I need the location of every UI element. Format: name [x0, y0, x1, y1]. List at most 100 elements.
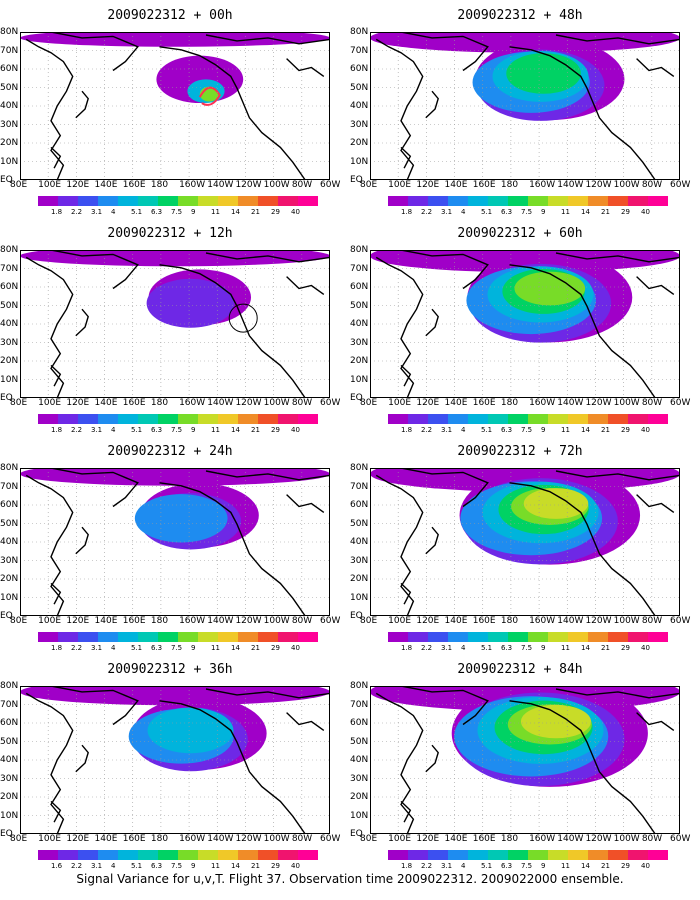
colorbar-swatch: [238, 632, 258, 642]
colorbar-swatch: [58, 850, 78, 860]
longitude-label: 80E: [360, 398, 378, 408]
longitude-label: 100E: [38, 616, 62, 626]
colorbar-label: 1.8: [51, 426, 63, 434]
variance-map: [370, 468, 680, 616]
colorbar-swatch: [588, 414, 608, 424]
latitude-label: 30N: [0, 555, 19, 566]
longitude-label: 140E: [444, 834, 468, 844]
latitude-label: EQ: [350, 611, 363, 621]
colorbar-label: 4: [111, 644, 116, 652]
latitude-label: 40N: [350, 101, 369, 111]
latitude-label: 50N: [350, 736, 369, 747]
longitude-label: 80W: [291, 398, 313, 408]
colorbar-swatch: [428, 414, 448, 424]
longitude-label: 140W: [207, 834, 234, 844]
latitude-label: 20N: [0, 138, 19, 148]
longitude-label: 80W: [291, 834, 313, 844]
colorbar-label: 21: [601, 644, 610, 652]
latitude-label: 20N: [0, 792, 19, 802]
longitude-label: 140E: [94, 398, 118, 408]
latitude-label: 30N: [350, 337, 369, 348]
colorbar-swatch: [568, 414, 588, 424]
colorbar-label: 9: [191, 862, 196, 870]
panel-title: 2009022312 + 00h: [107, 8, 233, 23]
longitude-label: 80W: [641, 180, 663, 190]
longitude-label: 80W: [641, 834, 663, 844]
colorbar-swatch: [58, 196, 78, 206]
colorbar-swatch: [528, 196, 548, 206]
colorbar-label: 1.8: [51, 644, 63, 652]
colorbar-swatch: [38, 632, 58, 642]
colorbar-swatch: [218, 850, 238, 860]
colorbar-swatch: [178, 850, 198, 860]
longitude-label: 160W: [529, 616, 556, 626]
latitude-label: 50N: [0, 518, 19, 529]
longitude-label: 120E: [66, 616, 90, 626]
colorbar-label: 6.3: [151, 208, 163, 216]
colorbar-swatch: [448, 850, 468, 860]
colorbar-swatch: [488, 850, 508, 860]
latitude-label: 70N: [350, 45, 369, 56]
colorbar-swatch: [118, 850, 138, 860]
colorbar-label: 3.1: [91, 426, 103, 434]
panel-title: 2009022312 + 48h: [457, 8, 583, 23]
longitude-label: 100W: [263, 834, 290, 844]
colorbar-swatch: [588, 196, 608, 206]
colorbar-label: 7.5: [171, 862, 183, 870]
colorbar-swatch: [78, 632, 98, 642]
colorbar-swatch: [448, 414, 468, 424]
colorbar: [388, 850, 668, 860]
longitude-label: 60W: [670, 616, 691, 626]
longitude-label: 160W: [179, 834, 206, 844]
colorbar-label: 14: [231, 862, 240, 870]
longitude-label: 120W: [585, 398, 612, 408]
latitude-label: 30N: [0, 119, 19, 130]
colorbar-swatch: [258, 196, 278, 206]
longitude-label: 180: [150, 616, 169, 626]
longitude-label: 140E: [94, 180, 118, 190]
longitude-label: 160W: [179, 180, 206, 190]
colorbar-label: 4: [461, 644, 466, 652]
colorbar-swatch: [388, 632, 408, 642]
colorbar-swatch: [298, 196, 318, 206]
colorbar-label: 14: [231, 208, 240, 216]
colorbar-swatch: [508, 414, 528, 424]
colorbar-swatch: [428, 632, 448, 642]
longitude-label: 140W: [207, 398, 234, 408]
colorbar-swatch: [608, 414, 628, 424]
longitude-label: 180: [150, 834, 169, 844]
colorbar-swatch: [258, 632, 278, 642]
panel-title: 2009022312 + 36h: [107, 662, 233, 677]
latitude-label: EQ: [350, 829, 363, 839]
longitude-label: 180: [500, 398, 519, 408]
latitude-label: 50N: [0, 300, 19, 311]
latitude-label: 80N: [0, 681, 19, 691]
longitude-label: 100E: [388, 616, 412, 626]
longitude-label: 80W: [291, 180, 313, 190]
latitude-label: EQ: [350, 393, 363, 403]
longitude-label: 60W: [670, 180, 691, 190]
longitude-label: 120W: [585, 616, 612, 626]
colorbar-swatch: [468, 850, 488, 860]
colorbar-swatch: [258, 414, 278, 424]
colorbar-swatch: [198, 850, 218, 860]
longitude-label: 180: [500, 616, 519, 626]
colorbar-swatch: [568, 850, 588, 860]
colorbar-label: 4: [461, 208, 466, 216]
colorbar-swatch: [548, 850, 568, 860]
colorbar-swatch: [468, 196, 488, 206]
colorbar-swatch: [628, 632, 648, 642]
colorbar-label: 29: [271, 644, 280, 652]
latitude-label: 20N: [350, 574, 369, 584]
variance-map: [370, 32, 680, 180]
longitude-label: 100W: [263, 180, 290, 190]
longitude-label: 100W: [263, 616, 290, 626]
colorbar-swatch: [58, 632, 78, 642]
longitude-label: 140E: [444, 180, 468, 190]
latitude-label: 50N: [350, 82, 369, 93]
latitude-label: 70N: [0, 45, 19, 56]
colorbar-label: 6.3: [501, 426, 513, 434]
map-panel: 2009022312 + 24h 80N 70N 60N 50N 40N 30N 20N 10N…: [0, 444, 340, 664]
colorbar-swatch: [98, 850, 118, 860]
colorbar-label: 21: [251, 426, 260, 434]
